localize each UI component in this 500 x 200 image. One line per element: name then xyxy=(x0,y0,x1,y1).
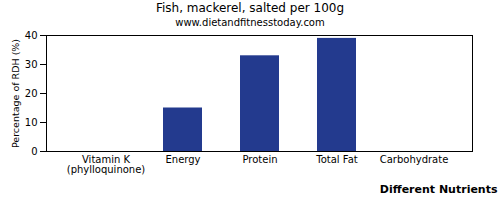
svg-text:10: 10 xyxy=(25,117,38,128)
svg-text:Vitamin K(phylloquinone): Vitamin K(phylloquinone) xyxy=(67,154,146,175)
svg-text:0: 0 xyxy=(31,146,37,157)
svg-text:Percentage of RDH (%): Percentage of RDH (%) xyxy=(10,39,21,148)
html-text:Fish, mackerel, salted per 100: Fish, mackerel, salted per 100g xyxy=(155,1,345,15)
svg-text:Energy: Energy xyxy=(165,154,200,165)
svg-text:Different Nutrients: Different Nutrients xyxy=(380,183,498,196)
html-text:www.dietandfitnesstoday.com: www.dietandfitnesstoday.com xyxy=(175,17,325,28)
svg-text:40: 40 xyxy=(25,30,38,41)
svg-text:Carbohydrate: Carbohydrate xyxy=(380,154,449,165)
svg-text:30: 30 xyxy=(25,59,38,70)
svg-text:20: 20 xyxy=(25,88,38,99)
svg-text:Protein: Protein xyxy=(242,154,277,165)
svg-text:Total Fat: Total Fat xyxy=(315,154,357,165)
